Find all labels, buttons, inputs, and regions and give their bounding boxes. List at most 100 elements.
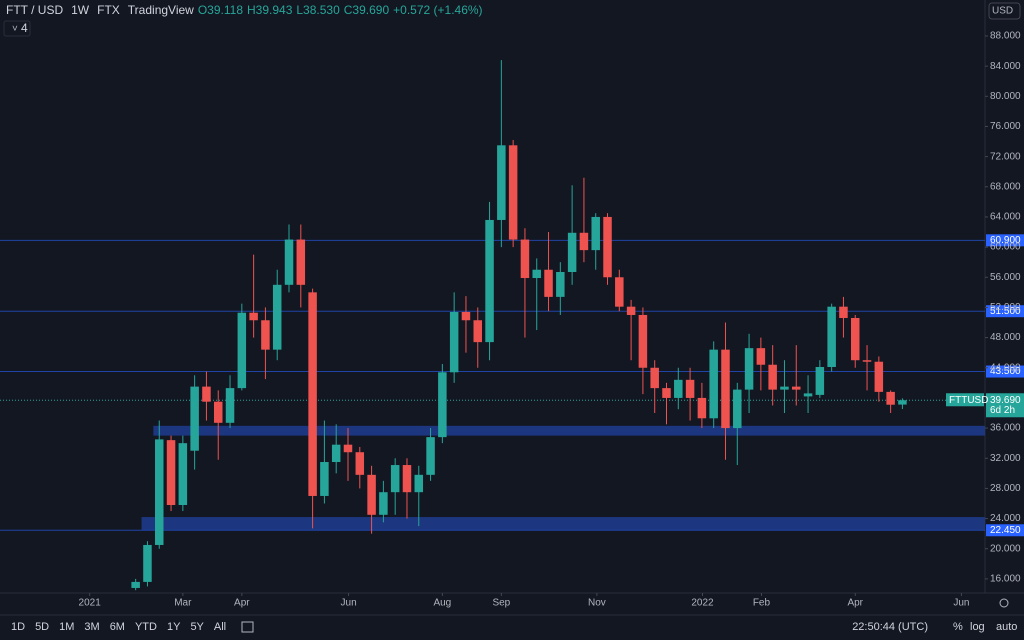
range-button[interactable]: 5D [35, 621, 49, 633]
candle-body [744, 348, 754, 390]
x-tick-label: Feb [753, 598, 771, 609]
x-tick-label: Aug [433, 598, 451, 609]
range-button[interactable]: 6M [110, 621, 125, 633]
candle-body [886, 391, 895, 405]
x-tick-label: Apr [234, 598, 250, 609]
candle-body [756, 348, 766, 365]
candle-body [166, 440, 176, 506]
level-label-bg [986, 365, 1024, 378]
countdown: 6d 2h [990, 405, 1015, 416]
candle-body [556, 271, 565, 297]
header-text: FTT / USD [6, 3, 63, 17]
y-tick-label: 24.000 [990, 513, 1021, 524]
candle-body [143, 544, 152, 582]
candle-body [532, 269, 541, 279]
candle-body [733, 389, 742, 429]
candle-body [426, 437, 435, 475]
header-text: L38.530 [296, 3, 340, 17]
candle-body [662, 388, 671, 398]
range-button[interactable]: 1D [11, 621, 25, 633]
candle-body [272, 284, 282, 350]
range-button[interactable]: 5Y [190, 621, 204, 633]
range-button[interactable]: 1Y [167, 621, 181, 633]
candle-body [308, 292, 317, 496]
candle-body [438, 372, 447, 438]
header-text: O39.118 [198, 3, 243, 17]
candle-body [638, 314, 648, 368]
candle-body [508, 145, 518, 240]
currency: USD [992, 6, 1013, 17]
candle-body [626, 306, 636, 315]
y-tick-label: 28.000 [990, 483, 1021, 494]
candle-body [343, 444, 353, 453]
header-text: FTX [97, 3, 120, 17]
candle-body [225, 388, 235, 423]
last-price: 39.690 [990, 395, 1021, 406]
candle-body [850, 317, 860, 361]
level-label-bg [986, 234, 1024, 247]
header-text: +0.572 (+1.46%) [393, 3, 482, 17]
range-button[interactable]: All [214, 621, 226, 633]
candle-body [296, 239, 306, 285]
candle-body [249, 312, 258, 321]
x-tick-label: Apr [847, 598, 863, 609]
candle-body [237, 312, 247, 389]
candle-body [567, 232, 577, 272]
candle-body [815, 367, 825, 395]
candle-body [874, 361, 884, 392]
x-tick-label: 2022 [691, 598, 714, 609]
candle-body [449, 311, 459, 373]
candle-body [674, 379, 683, 398]
header-text: C39.690 [344, 3, 390, 17]
candle-body [320, 462, 329, 496]
header-text: H39.943 [247, 3, 293, 17]
level-label: 22.450 [990, 525, 1021, 536]
support-zone [141, 517, 985, 530]
currency-button[interactable] [988, 2, 1021, 20]
candle-body [898, 400, 907, 405]
last-price-bg [986, 393, 1024, 418]
candle-body [473, 320, 483, 343]
x-tick-label: 2021 [79, 598, 102, 609]
x-tick-label: Mar [174, 598, 192, 609]
candle-body [579, 232, 589, 251]
candle-body [591, 216, 600, 251]
candle-body [544, 269, 553, 297]
candle-body [603, 216, 612, 278]
indicator-toggle[interactable] [3, 20, 31, 37]
candle-body [768, 364, 777, 390]
scale-toggle[interactable]: auto [996, 621, 1017, 633]
candle-body [839, 306, 848, 318]
candle-body [709, 349, 718, 419]
x-tick-label: Jun [341, 598, 357, 609]
level-label: 43.500 [990, 366, 1021, 377]
settings-icon[interactable] [999, 598, 1009, 608]
header-text: 1W [71, 3, 90, 17]
candle-body [697, 397, 707, 419]
range-button[interactable]: YTD [135, 621, 157, 633]
candle-body [155, 439, 164, 545]
y-tick-label: 84.000 [990, 61, 1021, 72]
y-tick-label: 72.000 [990, 151, 1021, 162]
y-tick-label: 36.000 [990, 423, 1021, 434]
range-button[interactable]: 1M [59, 621, 74, 633]
candle-body [721, 349, 730, 429]
x-tick-label: Nov [588, 598, 606, 609]
candle-body [485, 219, 494, 343]
candle-body [803, 393, 813, 397]
date-range-icon[interactable] [241, 621, 254, 633]
candle-body [202, 386, 211, 402]
candle-body [367, 474, 376, 515]
symbol-tag: FTTUSD [949, 395, 988, 406]
candle-body [497, 145, 506, 220]
range-button[interactable]: 3M [84, 621, 99, 633]
candle-body [780, 386, 789, 390]
y-tick-label: 16.000 [990, 574, 1021, 585]
y-tick-label: 88.000 [990, 31, 1021, 42]
scale-toggle[interactable]: % [953, 621, 963, 633]
y-tick-label: 64.000 [990, 212, 1021, 223]
indicator-count: 4 [21, 21, 28, 35]
y-tick-label: 76.000 [990, 121, 1021, 132]
scale-toggle[interactable]: log [970, 621, 985, 633]
